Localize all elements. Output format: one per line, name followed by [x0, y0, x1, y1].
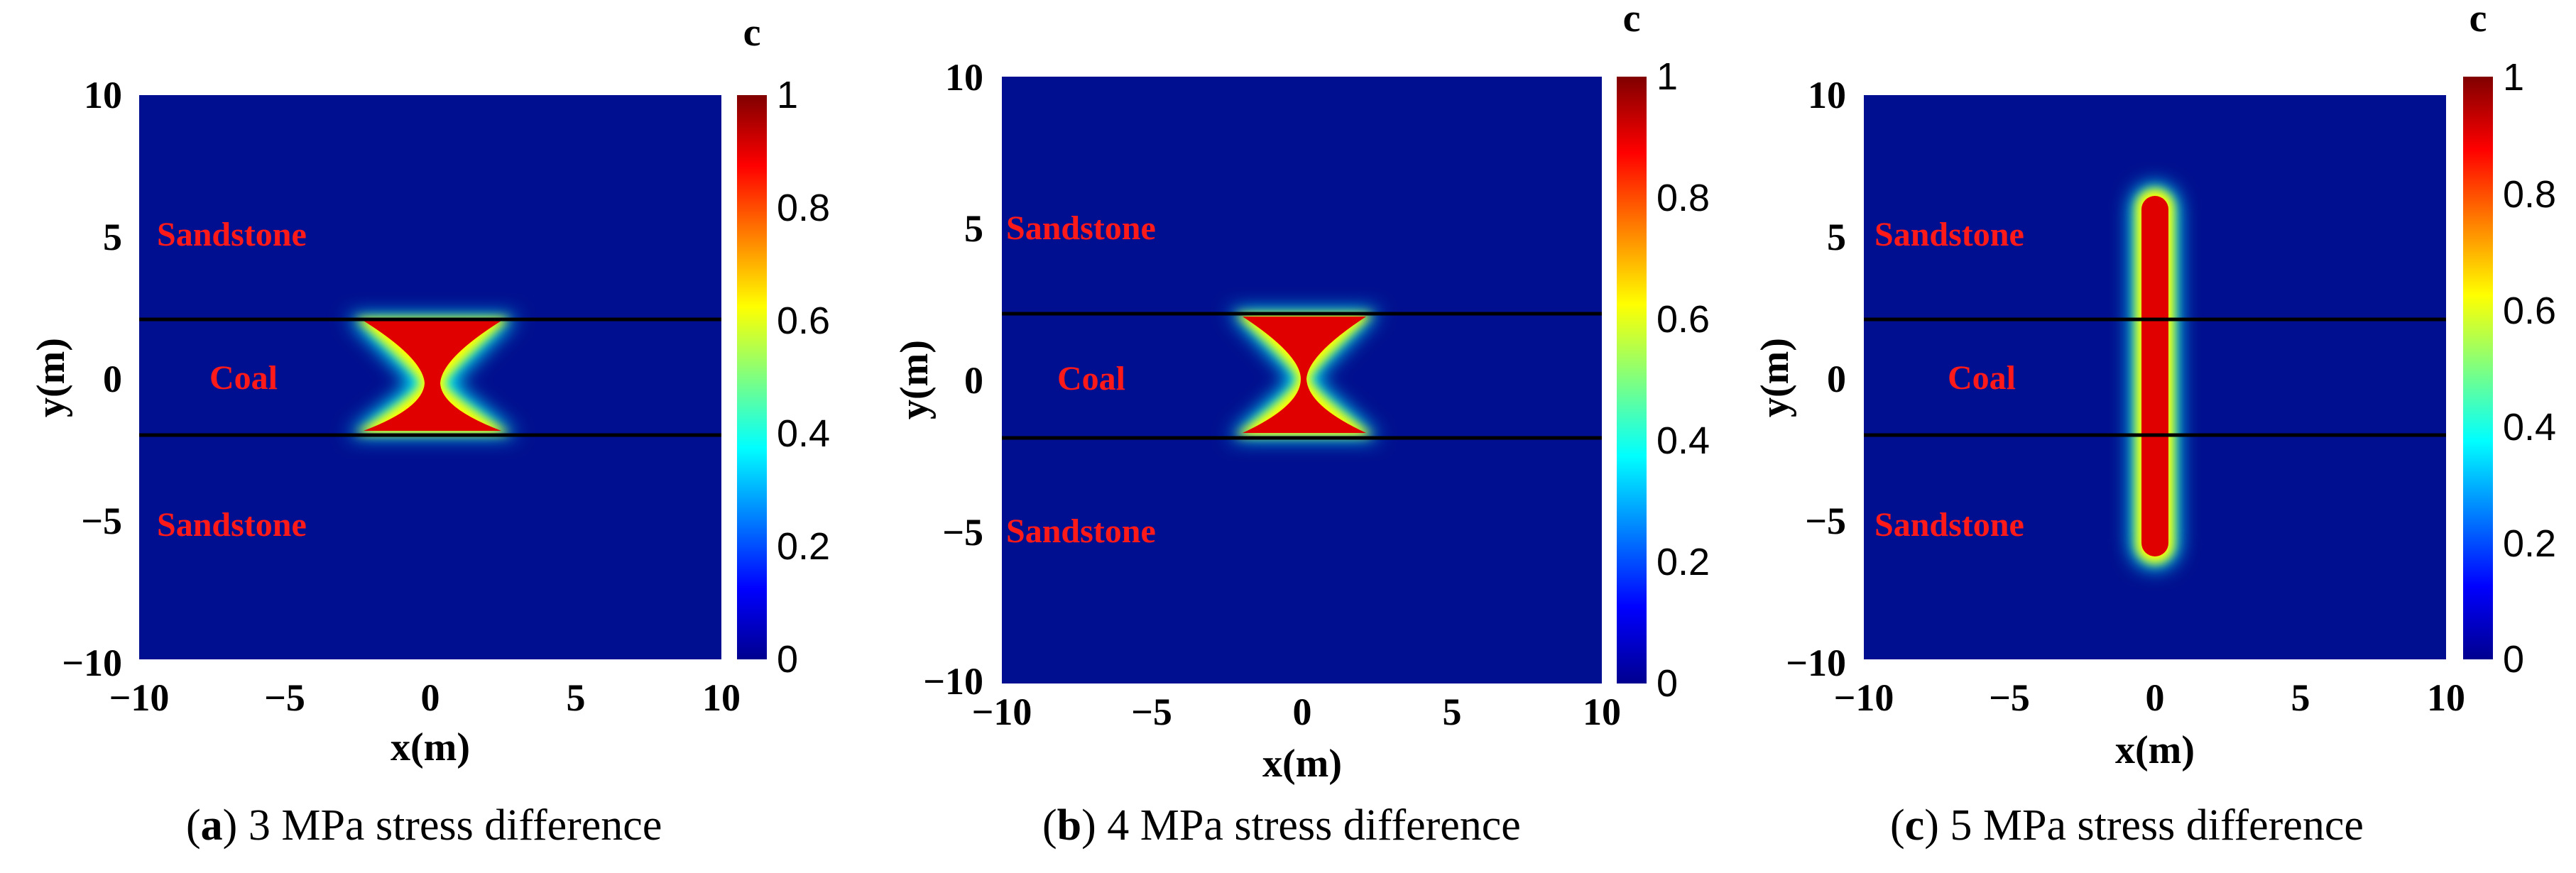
colorbar-tick-label: 1 — [777, 74, 798, 116]
x-tick-label: 10 — [702, 676, 741, 719]
y-tick-label: 10 — [1808, 74, 1846, 116]
label-coal: Coal — [209, 359, 278, 397]
colorbar — [2463, 77, 2493, 659]
colorbar-tick-label: 0.6 — [2503, 290, 2556, 332]
label-sandstone-top: Sandstone — [1874, 216, 2024, 253]
label-sandstone-bottom: Sandstone — [1006, 512, 1156, 550]
colorbar-tick-label: 1 — [2503, 56, 2524, 99]
x-axis-label: x(m) — [1262, 742, 1342, 786]
caption-c: (c) 5 MPa stress difference — [1890, 801, 2364, 850]
y-tick-label: −5 — [942, 511, 983, 554]
colorbar-tick-label: 0.4 — [777, 412, 830, 455]
caption-text: 4 MPa stress difference — [1107, 801, 1521, 850]
colorbar-tick-label: 0 — [2503, 638, 2524, 681]
y-axis: 10 5 0 −5 −10 — [62, 74, 122, 684]
y-tick-label: 0 — [1827, 358, 1846, 400]
caption-text: 3 MPa stress difference — [248, 801, 662, 850]
x-tick-label: −5 — [1131, 691, 1172, 733]
y-axis: 10 5 0 −5 −10 — [1786, 74, 1846, 684]
panel-a: Sandstone Coal Sandstone 10 5 0 −5 −10 y… — [29, 11, 830, 769]
y-tick-label: 0 — [964, 359, 983, 402]
x-tick-label: 0 — [421, 676, 440, 719]
x-tick-label: 0 — [1293, 691, 1312, 733]
y-tick-label: 0 — [103, 358, 122, 400]
label-sandstone-top: Sandstone — [157, 216, 307, 253]
y-tick-label: 5 — [1827, 216, 1846, 258]
y-tick-label: −10 — [923, 660, 983, 703]
fracture-region — [1230, 311, 1379, 438]
colorbar-tick-label: 0.6 — [777, 300, 830, 342]
y-tick-label: −5 — [1805, 500, 1846, 542]
colorbar-tick-label: 0.4 — [2503, 406, 2556, 449]
colorbar — [737, 95, 767, 659]
x-tick-label: 5 — [1443, 691, 1462, 733]
colorbar-tick-label: 0.2 — [777, 525, 830, 568]
x-tick-label: −10 — [972, 691, 1032, 733]
x-tick-label: −10 — [109, 676, 170, 719]
y-tick-label: 5 — [103, 216, 122, 258]
y-axis-label: y(m) — [893, 340, 937, 419]
label-sandstone-top: Sandstone — [1006, 209, 1156, 247]
x-tick-label: −10 — [1834, 676, 1894, 719]
colorbar-ticks: 1 0.8 0.6 0.4 0.2 0 — [1657, 55, 1710, 705]
colorbar-tick-label: 0.8 — [2503, 173, 2556, 216]
colorbar-tick-label: 0 — [1657, 662, 1678, 705]
colorbar-ticks: 1 0.8 0.6 0.4 0.2 0 — [777, 74, 830, 681]
y-tick-label: 10 — [945, 56, 983, 99]
x-tick-label: 10 — [1583, 691, 1621, 733]
caption-letter: b — [1057, 801, 1082, 850]
y-tick-label: −10 — [1786, 642, 1846, 684]
colorbar-tick-label: 0.8 — [1657, 177, 1710, 219]
x-tick-label: 10 — [2427, 676, 2465, 719]
x-tick-label: 0 — [2146, 676, 2165, 719]
label-sandstone-bottom: Sandstone — [157, 506, 307, 544]
caption-letter: c — [1904, 801, 1925, 850]
colorbar-tick-label: 1 — [1657, 55, 1678, 98]
y-tick-label: −5 — [81, 500, 122, 542]
colorbar-label: c — [2469, 0, 2487, 40]
colorbar-tick-label: 0.4 — [1657, 419, 1710, 462]
caption-letter: a — [200, 801, 223, 850]
caption-text: 5 MPa stress difference — [1950, 801, 2364, 850]
x-axis-label: x(m) — [2115, 728, 2195, 772]
x-axis: −10 −5 0 5 10 — [1834, 676, 2465, 719]
colorbar — [1617, 77, 1647, 683]
fracture-region — [2132, 185, 2178, 568]
y-axis-label: y(m) — [29, 338, 73, 417]
label-coal: Coal — [1948, 359, 2016, 397]
x-tick-label: −5 — [264, 676, 305, 719]
colorbar-tick-label: 0.2 — [2503, 522, 2556, 565]
panel-c: Sandstone Coal Sandstone 10 5 0 −5 −10 y… — [1753, 0, 2556, 772]
panel-b: Sandstone Coal Sandstone 10 5 0 −5 −10 y… — [893, 0, 1710, 786]
x-tick-label: 5 — [2291, 676, 2310, 719]
colorbar-tick-label: 0.6 — [1657, 298, 1710, 341]
fracture-region — [348, 317, 517, 435]
caption-b: (b) 4 MPa stress difference — [1042, 801, 1521, 850]
x-tick-label: 5 — [567, 676, 586, 719]
x-tick-label: −5 — [1989, 676, 2030, 719]
y-axis-label: y(m) — [1753, 338, 1797, 417]
x-axis: −10 −5 0 5 10 — [972, 691, 1621, 733]
colorbar-label: c — [743, 11, 761, 55]
y-tick-label: −10 — [62, 642, 122, 684]
colorbar-tick-label: 0 — [777, 638, 798, 681]
colorbar-ticks: 1 0.8 0.6 0.4 0.2 0 — [2503, 56, 2556, 681]
y-tick-label: 5 — [964, 207, 983, 250]
caption-a: (a) 3 MPa stress difference — [186, 801, 662, 850]
x-axis: −10 −5 0 5 10 — [109, 676, 741, 719]
colorbar-tick-label: 0.2 — [1657, 541, 1710, 583]
colorbar-tick-label: 0.8 — [777, 187, 830, 229]
x-axis-label: x(m) — [391, 725, 470, 769]
colorbar-label: c — [1623, 0, 1641, 40]
label-sandstone-bottom: Sandstone — [1874, 506, 2024, 544]
label-coal: Coal — [1057, 360, 1125, 397]
y-axis: 10 5 0 −5 −10 — [923, 56, 983, 703]
y-tick-label: 10 — [84, 74, 122, 116]
